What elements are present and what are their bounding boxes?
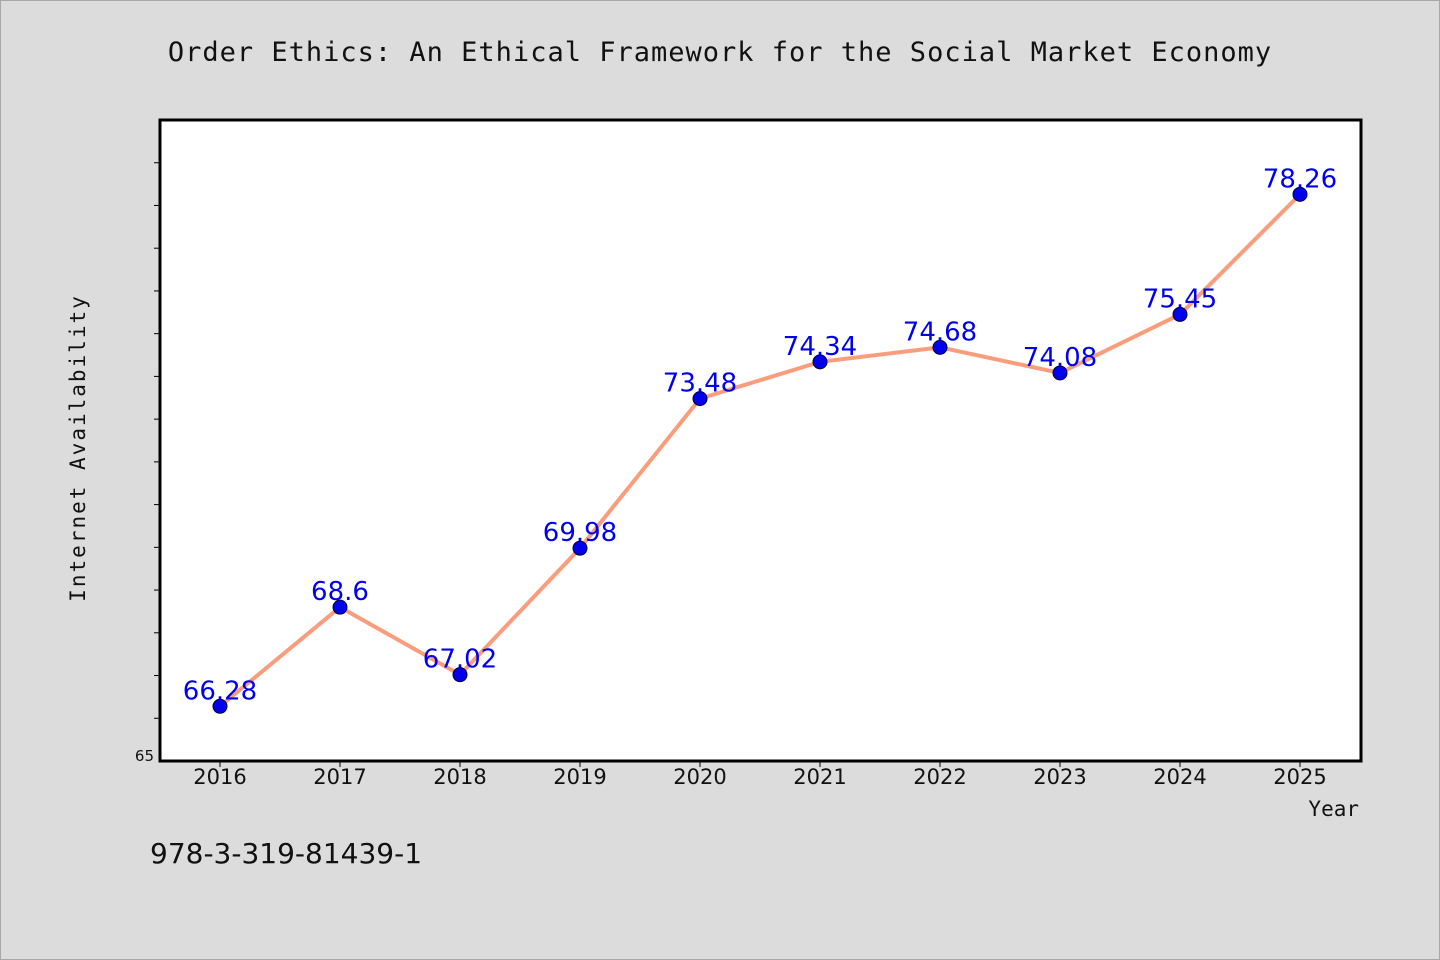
data-point (1172, 306, 1188, 322)
data-point (212, 698, 228, 714)
chart-title: Order Ethics: An Ethical Framework for t… (167, 37, 1273, 68)
x-tick-label: 2021 (793, 765, 846, 789)
x-tick-label: 2017 (313, 765, 366, 789)
x-tick-label: 2016 (193, 765, 246, 789)
data-label: 73.48 (663, 369, 737, 399)
data-label: 67.02 (423, 645, 497, 675)
plot-frame (158, 118, 1363, 763)
data-label: 66.28 (183, 676, 257, 706)
x-tick-label: 2023 (1033, 765, 1086, 789)
data-label: 74.68 (903, 317, 977, 347)
data-point (932, 339, 948, 355)
y-tick-label: 65 (135, 747, 154, 765)
x-tick-label: 2018 (433, 765, 486, 789)
data-label: 74.34 (783, 332, 857, 362)
series-line (218, 192, 1302, 709)
x-tick-label: 2019 (553, 765, 606, 789)
data-label: 68.6 (311, 577, 369, 607)
data-point (1052, 365, 1068, 381)
data-point (572, 540, 588, 556)
data-label: 74.08 (1023, 343, 1097, 373)
data-label: 78.26 (1263, 164, 1337, 194)
data-point (332, 599, 348, 615)
x-tick-label: 2024 (1153, 765, 1206, 789)
data-label: 69.98 (543, 518, 617, 548)
data-point (1292, 186, 1308, 202)
x-tick-label: 2022 (913, 765, 966, 789)
data-label: 75.45 (1143, 284, 1217, 314)
x-tick-label: 2025 (1273, 765, 1326, 789)
x-axis-label: Year (1308, 797, 1359, 821)
data-point (452, 667, 468, 683)
data-point (692, 391, 708, 407)
x-tick-label: 2020 (673, 765, 726, 789)
data-point (812, 354, 828, 370)
isbn-footer: 978-3-319-81439-1 (150, 837, 423, 870)
